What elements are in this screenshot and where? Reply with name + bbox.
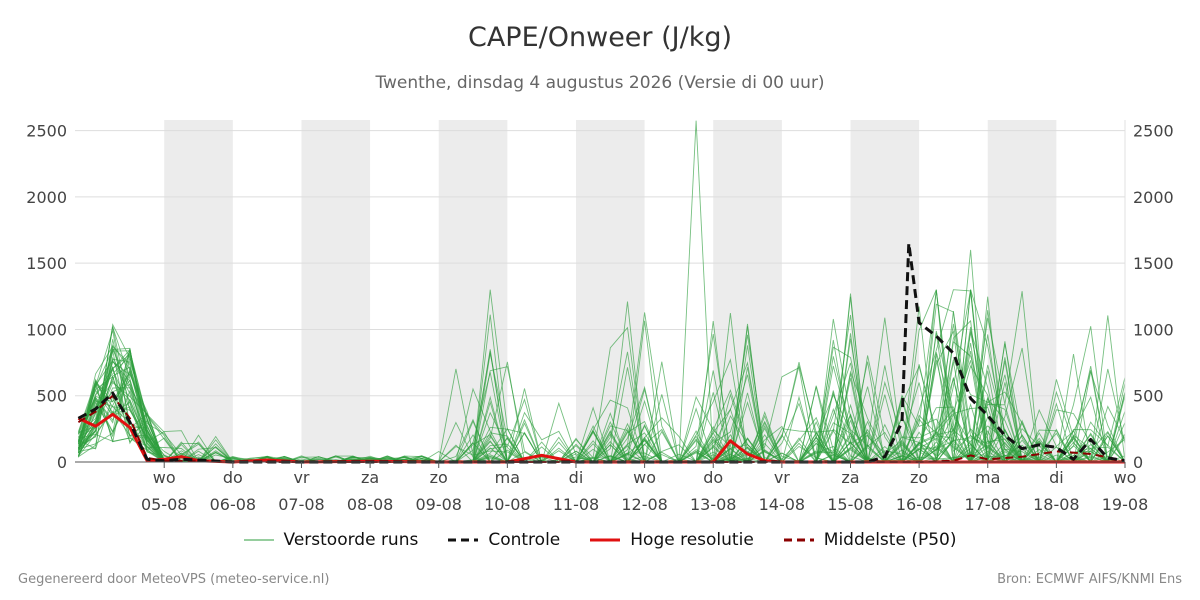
axes: 0 0 500 500 1000 1000 1500 1500 2000 2000 2500 2500… xyxy=(26,120,1174,514)
legend-label: Controle xyxy=(488,530,561,550)
x-tick-day-label: vr xyxy=(293,468,309,487)
x-tick-date-label: 18-08 xyxy=(1033,495,1080,514)
y-tick-label-left: 0 xyxy=(57,453,67,472)
x-tick-date-label: 08-08 xyxy=(347,495,394,514)
shaded-day-band xyxy=(438,120,508,462)
x-tick-day-label: di xyxy=(1049,468,1064,487)
y-tick-label-right: 1000 xyxy=(1133,320,1174,339)
chart-title: CAPE/Onweer (J/kg) xyxy=(467,22,732,53)
legend-swatch-median xyxy=(783,538,814,542)
x-tick-day-label: wo xyxy=(633,468,656,487)
y-tick-label-right: 500 xyxy=(1133,387,1164,406)
x-tick-date-label: 10-08 xyxy=(484,495,531,514)
legend-swatch-hires xyxy=(590,538,621,542)
y-tick-label-right: 2500 xyxy=(1133,122,1174,141)
x-tick-date-label: 05-08 xyxy=(141,495,188,514)
x-tick-day-label: za xyxy=(361,468,379,487)
x-tick-date-label: 19-08 xyxy=(1102,495,1149,514)
shaded-day-band xyxy=(987,120,1057,462)
legend-item-median: Middelste (P50) xyxy=(783,530,957,550)
y-tick-label-left: 500 xyxy=(36,387,67,406)
legend-swatch-control xyxy=(448,538,479,542)
x-tick-date-label: 16-08 xyxy=(896,495,943,514)
chart-subtitle: Twenthe, dinsdag 4 augustus 2026 (Versie… xyxy=(375,73,825,93)
x-tick-date-label: 14-08 xyxy=(759,495,806,514)
y-tick-label-left: 1000 xyxy=(26,320,67,339)
y-tick-label-right: 1500 xyxy=(1133,254,1174,273)
x-tick-day-label: wo xyxy=(153,468,176,487)
y-tick-label-left: 2000 xyxy=(26,188,67,207)
shaded-days xyxy=(164,120,1057,462)
x-tick-date-label: 09-08 xyxy=(415,495,462,514)
y-tick-label-left: 2500 xyxy=(26,122,67,141)
legend-item-control: Controle xyxy=(448,530,560,550)
x-tick-day-label: do xyxy=(703,468,723,487)
legend-item-members: Verstoorde runs xyxy=(243,530,419,550)
x-tick-date-label: 17-08 xyxy=(964,495,1011,514)
x-tick-day-label: zo xyxy=(430,468,448,487)
footer-source: Bron: ECMWF AIFS/KNMI Ens xyxy=(997,572,1182,587)
x-tick-day-label: ma xyxy=(975,468,1000,487)
y-tick-label-right: 0 xyxy=(1133,453,1143,472)
shaded-day-band xyxy=(164,120,233,462)
legend-label: Middelste (P50) xyxy=(823,530,957,550)
legend-label: Hoge resolutie xyxy=(630,530,754,550)
x-tick-date-label: 13-08 xyxy=(690,495,737,514)
x-tick-day-label: za xyxy=(841,468,859,487)
x-tick-date-label: 06-08 xyxy=(210,495,257,514)
shaded-day-band xyxy=(575,120,645,462)
legend-item-hires: Hoge resolutie xyxy=(590,530,754,550)
legend-swatch-members xyxy=(243,539,274,541)
y-tick-label-left: 1500 xyxy=(26,254,67,273)
x-tick-day-label: zo xyxy=(910,468,928,487)
x-tick-day-label: wo xyxy=(1114,468,1137,487)
shaded-day-band xyxy=(301,120,371,462)
footer-credit: Gegenereerd door MeteoVPS (meteo-service… xyxy=(18,572,330,587)
x-tick-date-label: 07-08 xyxy=(278,495,325,514)
x-tick-date-label: 15-08 xyxy=(827,495,874,514)
shaded-day-band xyxy=(713,120,782,462)
y-tick-label-right: 2000 xyxy=(1133,188,1174,207)
x-tick-day-label: do xyxy=(223,468,243,487)
x-tick-date-label: 11-08 xyxy=(553,495,600,514)
x-tick-day-label: di xyxy=(569,468,584,487)
x-tick-date-label: 12-08 xyxy=(621,495,668,514)
x-tick-day-label: ma xyxy=(495,468,520,487)
legend-label: Verstoorde runs xyxy=(283,530,419,550)
legend: Verstoorde runs Controle Hoge resolutie Mid… xyxy=(0,530,1200,550)
x-tick-day-label: vr xyxy=(774,468,790,487)
